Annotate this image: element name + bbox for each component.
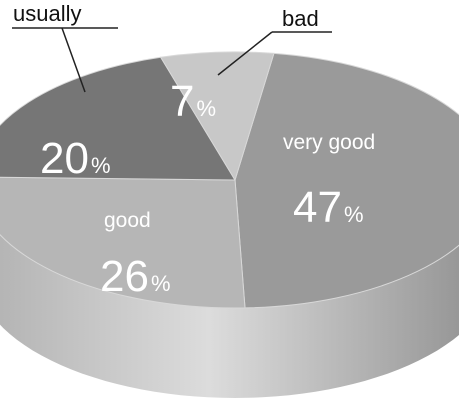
- pie-slice-bad: [159, 51, 275, 182]
- slice-value-bad: 7%: [170, 80, 216, 124]
- slice-value-unit: %: [196, 96, 217, 121]
- slice-label-bad: bad: [282, 6, 319, 31]
- slice-label-good: good: [104, 209, 151, 232]
- pie-slice-good: [0, 176, 246, 309]
- slice-label-very-good: very good: [283, 131, 376, 154]
- pie-side-wall: [0, 234, 459, 398]
- slice-value-number: 47: [293, 183, 342, 232]
- slice-value-good: 26%: [100, 255, 171, 299]
- pie-slice-very-good: [234, 52, 459, 309]
- slice-value-unit: %: [90, 153, 111, 178]
- slice-value-number: 7: [170, 77, 195, 126]
- bad-leader-line: [217, 31, 273, 76]
- pie-slice-usually: [0, 56, 236, 181]
- slice-label-usually: usually: [13, 1, 82, 26]
- pie-side-surface: [0, 234, 459, 398]
- leader-lines: [12, 27, 332, 93]
- pie-top-slices: [0, 51, 459, 309]
- slice-value-unit: %: [343, 202, 364, 227]
- slice-value-number: 26: [100, 252, 149, 301]
- slice-value-usually: 20%: [40, 137, 111, 181]
- slice-value-unit: %: [150, 271, 171, 296]
- slice-value-very-good: 47%: [293, 186, 364, 230]
- slice-value-number: 20: [40, 134, 89, 183]
- usually-leader-line: [61, 27, 86, 93]
